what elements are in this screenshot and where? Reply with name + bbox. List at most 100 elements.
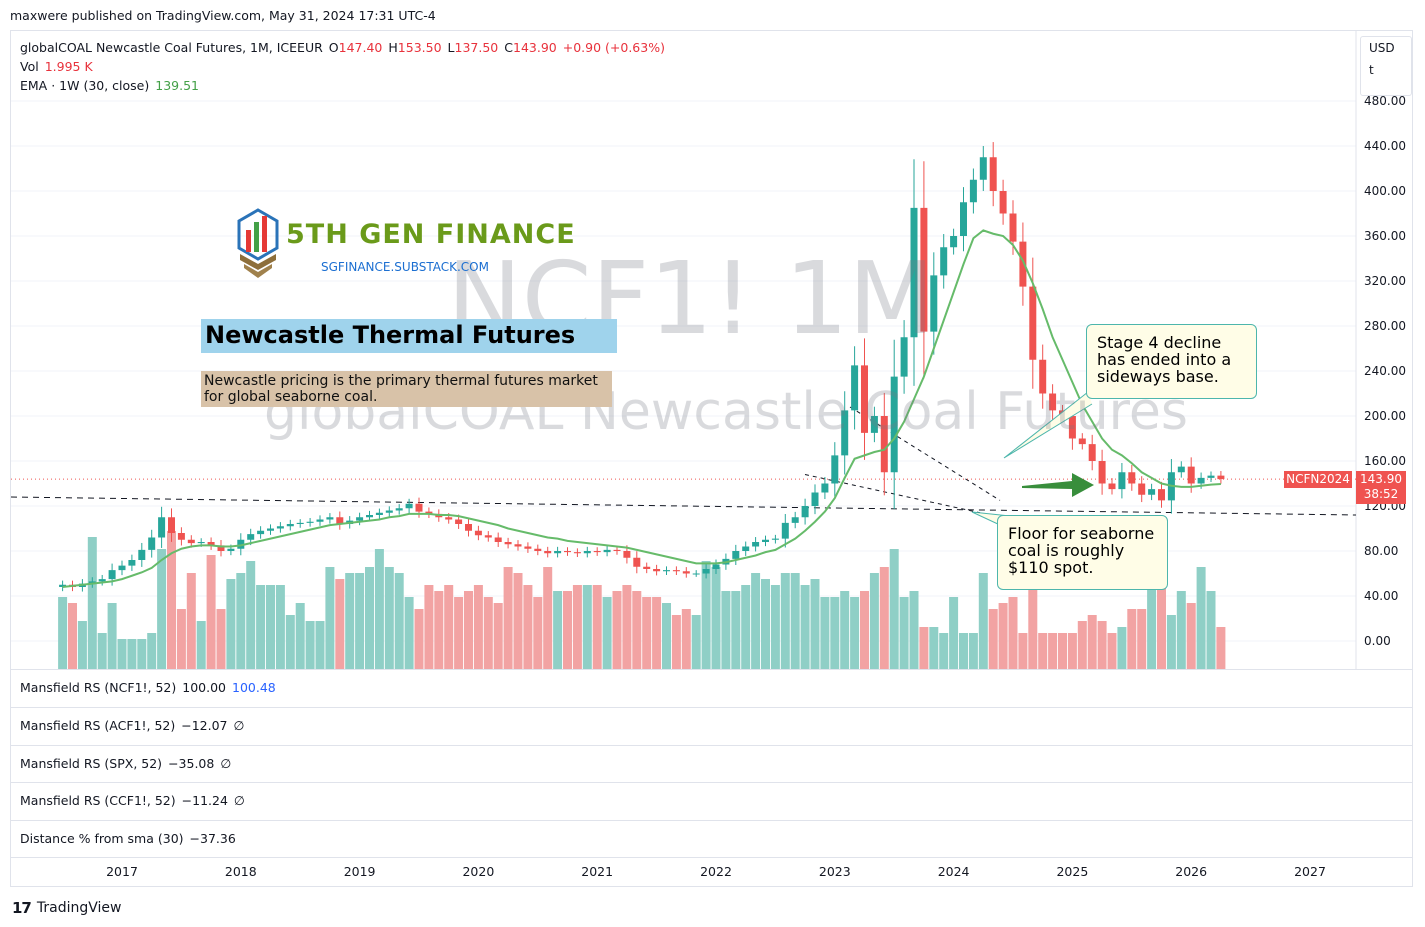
time-tick-label: 2026 xyxy=(1175,864,1208,879)
volume-bar xyxy=(434,591,444,669)
volume-bar xyxy=(632,591,642,669)
candle-body xyxy=(890,376,898,473)
candle-body xyxy=(950,236,958,248)
volume-bar xyxy=(978,573,988,669)
legend-ema-value: 139.51 xyxy=(155,78,199,93)
time-tick-label: 2027 xyxy=(1294,864,1326,879)
volume-bar xyxy=(473,585,483,669)
volume-bar xyxy=(1048,633,1058,669)
volume-bar xyxy=(949,597,959,669)
legend-open-label: O xyxy=(328,40,339,55)
volume-bar xyxy=(1097,621,1107,669)
candle-body xyxy=(989,157,997,191)
volume-bar xyxy=(533,597,543,669)
candle-body xyxy=(425,511,433,514)
legend-volume-value: 1.995 K xyxy=(44,59,93,74)
candle-body xyxy=(712,564,720,569)
candle-body xyxy=(960,202,967,236)
volume-bar xyxy=(186,573,196,669)
candle-body xyxy=(197,542,205,544)
volume-bar xyxy=(939,633,949,669)
candle-body xyxy=(732,551,740,559)
pane-value: 100.00 xyxy=(182,680,227,695)
pane-mansfield-spx[interactable]: Mansfield RS (SPX, 52) −35.08 ∅ xyxy=(11,745,1412,783)
candle-body xyxy=(1207,475,1215,478)
candle-body xyxy=(643,566,651,569)
chart-frame[interactable] xyxy=(10,30,1413,887)
price-tick-label: 280.00 xyxy=(1364,319,1406,333)
volume-bar xyxy=(1008,597,1018,669)
volume-bar xyxy=(1196,567,1206,669)
candle-body xyxy=(930,275,938,332)
price-tick-label: 200.00 xyxy=(1364,409,1406,423)
candle-body xyxy=(524,546,532,549)
last-price: 143.90 xyxy=(1360,472,1402,486)
candle-body xyxy=(395,508,403,511)
candle-body xyxy=(366,515,373,518)
volume-bar xyxy=(1038,633,1048,669)
candle-body xyxy=(484,535,492,538)
volume-bar xyxy=(167,531,176,669)
pane-value-secondary: ∅ xyxy=(233,793,245,808)
volume-bar xyxy=(652,597,662,669)
candle-body xyxy=(692,573,700,575)
legend-low-label: L xyxy=(447,40,455,55)
volume-bar xyxy=(909,591,919,669)
candle-body xyxy=(999,191,1007,214)
candle-body xyxy=(771,538,779,540)
candle-body xyxy=(1197,477,1205,484)
volume-bar xyxy=(1028,585,1038,669)
pane-mansfield-acf[interactable]: Mansfield RS (ACF1!, 52) −12.07 ∅ xyxy=(11,707,1412,745)
pane-mansfield-ncf[interactable]: Mansfield RS (NCF1!, 52) 100.00 100.48 xyxy=(11,669,1412,707)
candle-body xyxy=(375,512,383,515)
pane-value: −37.36 xyxy=(189,831,236,846)
currency-unit-selector[interactable]: USD t xyxy=(1360,36,1412,96)
callout-tail xyxy=(1003,391,1093,459)
candle-body xyxy=(316,519,324,522)
candle-body xyxy=(98,579,106,582)
price-tick-label: 360.00 xyxy=(1364,229,1406,243)
callout-line: $110 spot. xyxy=(1008,558,1094,577)
volume-bar xyxy=(1117,627,1127,669)
legend-ema-row[interactable]: EMA · 1W (30, close) 139.51 xyxy=(20,76,671,95)
brand-url[interactable]: SGFINANCE.SUBSTACK.COM xyxy=(321,260,489,274)
volume-bar xyxy=(919,627,929,669)
footer-brand-name: TradingView xyxy=(36,900,122,916)
currency-label: USD xyxy=(1369,41,1395,55)
volume-bar xyxy=(196,621,206,669)
callout-floor[interactable]: Floor for seaborne coal is roughly $110 … xyxy=(997,515,1168,590)
candle-body xyxy=(108,570,116,580)
time-axis[interactable]: 2017 2018 2019 2020 2021 2022 2023 2024 2025 2026… xyxy=(11,857,1412,887)
volume-bar xyxy=(77,621,87,669)
footer-brand[interactable]: 17 TradingView xyxy=(12,899,121,917)
pane-distance-sma[interactable]: Distance % from sma (30) −37.36 xyxy=(11,820,1412,858)
volume-bar xyxy=(1087,615,1097,669)
candle-body xyxy=(1068,416,1076,439)
symbol-price-tag: NCFN2024 xyxy=(1284,471,1352,488)
callout-stage4[interactable]: Stage 4 decline has ended into a sideway… xyxy=(1086,324,1257,399)
candle-body xyxy=(504,542,512,545)
candle-body xyxy=(336,517,344,524)
volume-bar xyxy=(147,633,157,669)
pane-value: −35.08 xyxy=(168,756,215,771)
legend-volume-row[interactable]: Vol 1.995 K xyxy=(20,57,671,76)
time-tick-label: 2025 xyxy=(1056,864,1089,879)
volume-bar xyxy=(493,603,503,669)
volume-bar xyxy=(642,597,652,669)
volume-bar xyxy=(117,639,127,669)
candle-body xyxy=(148,537,156,550)
candle-body xyxy=(1187,466,1195,484)
volume-bar xyxy=(790,573,800,669)
callout-line: coal is roughly xyxy=(1008,541,1125,560)
time-tick-label: 2024 xyxy=(937,864,970,879)
volume-bar xyxy=(543,567,553,669)
pane-mansfield-ccf[interactable]: Mansfield RS (CCF1!, 52) −11.24 ∅ xyxy=(11,782,1412,820)
description-text: Newcastle pricing is the primary thermal… xyxy=(204,373,598,405)
candle-body xyxy=(841,410,849,456)
price-tick-label: 320.00 xyxy=(1364,274,1406,288)
callout-line: Floor for seaborne xyxy=(1008,524,1155,543)
volume-bar xyxy=(355,573,365,669)
candle-body xyxy=(118,565,126,571)
volume-bar xyxy=(1107,633,1117,669)
